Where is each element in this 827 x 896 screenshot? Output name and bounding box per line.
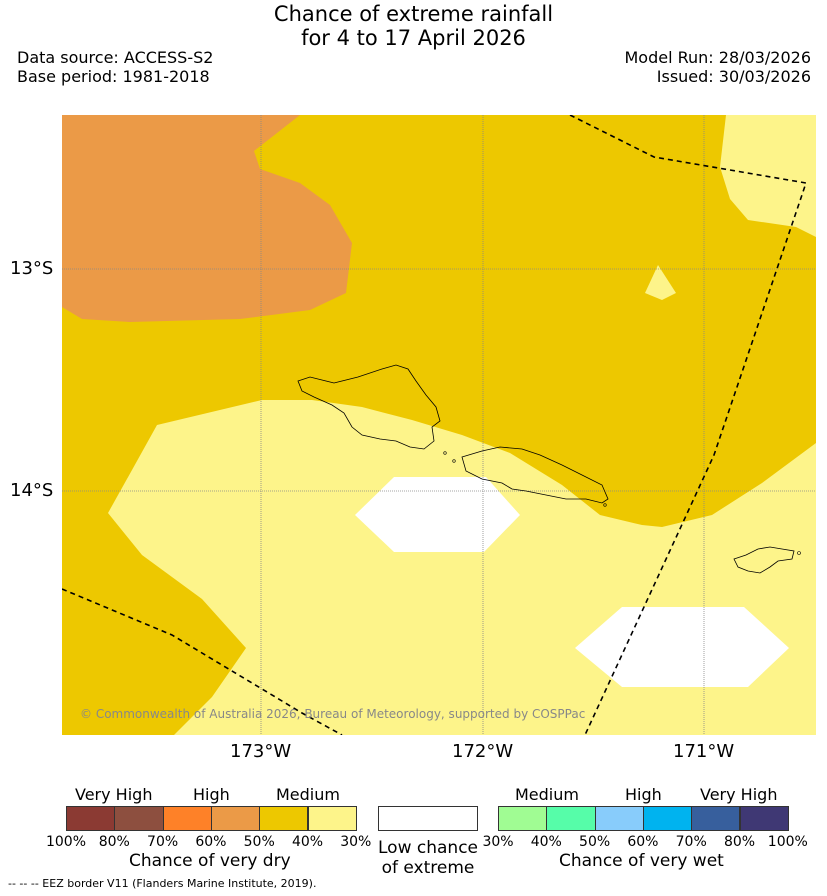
legend-wet-pct: 80% (723, 834, 756, 850)
zone-low-chance-1 (355, 477, 520, 552)
base-period: Base period: 1981-2018 (17, 67, 210, 86)
legend-dry-swatch (307, 806, 357, 831)
lat-label-13s: 13°S (10, 258, 54, 279)
legend-wet-swatch (594, 806, 644, 831)
legend-wet-pct: 60% (627, 834, 659, 850)
legend-dry-pct: 80% (98, 834, 130, 850)
zone-pale-small (645, 265, 676, 300)
meta-right: Model Run: 28/03/2026 Issued: 30/03/2026 (625, 48, 812, 86)
copyright-text: © Commonwealth of Australia 2026, Bureau… (80, 707, 585, 721)
legend-wet-pct: 70% (675, 834, 707, 850)
graticule (62, 115, 816, 735)
legend-dry-swatch (210, 806, 261, 831)
legend-dry-swatch (66, 806, 116, 831)
meta-left: Data source: ACCESS-S2 Base period: 1981… (17, 48, 213, 86)
legend-dry-medium: Medium (276, 785, 340, 804)
legend-wet-swatch (546, 806, 596, 831)
lon-label-172w: 172°W (452, 741, 514, 762)
issued-date: Issued: 30/03/2026 (656, 67, 811, 86)
legend-low-title: Low chance of extreme (377, 838, 479, 878)
data-source: Data source: ACCESS-S2 (17, 48, 214, 67)
legend-dry-swatch (114, 806, 164, 831)
model-run: Model Run: 28/03/2026 (624, 48, 812, 67)
island-upolu (461, 446, 609, 504)
legend-wet-swatch (642, 806, 693, 831)
eez-footnote: -- -- -- EEZ border V11 (Flanders Marine… (8, 877, 317, 890)
legend-dry-swatch (259, 806, 309, 831)
lat-label-14s: 14°S (10, 480, 54, 501)
legend-dry-pct: 70% (147, 834, 179, 850)
legend-dry-pct: 100% (45, 834, 87, 850)
legend-low-line-2: of extreme (381, 858, 475, 878)
legend-wet-pct: 50% (579, 834, 611, 850)
legend-wet-title: Chance of very wet (559, 851, 724, 871)
title-line-1: Chance of extreme rainfall (273, 2, 554, 26)
legend-dry-pct: 50% (243, 834, 275, 850)
title-line-2: for 4 to 17 April 2026 (301, 26, 526, 50)
legend-wet-swatch (739, 806, 789, 831)
legend-dry-very-high: Very High (75, 785, 153, 804)
legend-wet-very-high: Very High (700, 785, 778, 804)
zone-low-chance-2 (575, 607, 789, 687)
legend-low-swatch (378, 806, 478, 831)
islet-3 (603, 503, 607, 507)
lon-label-173w: 173°W (230, 741, 292, 762)
legend-dry-high: High (193, 785, 230, 804)
islet-4 (797, 551, 801, 555)
islet-2 (452, 459, 456, 463)
legend-low-line-1: Low chance (378, 838, 478, 858)
chart-title: Chance of extreme rainfall for 4 to 17 A… (0, 2, 827, 50)
legend-wet-pct: 40% (530, 834, 562, 850)
legend-dry-pct: 60% (195, 834, 227, 850)
legend-wet-pct: 30% (482, 834, 514, 850)
legend-wet-swatch (691, 806, 741, 831)
lon-label-171w: 171°W (673, 741, 735, 762)
rainfall-map: © Commonwealth of Australia 2026, Bureau… (62, 115, 816, 735)
legend-dry-pct: 40% (291, 834, 324, 850)
zone-high-dry (62, 115, 352, 322)
island-savaii (297, 364, 441, 450)
legend-wet-pct: 100% (767, 834, 808, 850)
legend-wet-high: High (625, 785, 662, 804)
legend-dry-swatch (162, 806, 212, 831)
legend-wet-medium: Medium (515, 785, 579, 804)
islet-1 (443, 451, 447, 455)
legend-wet-swatch (498, 806, 548, 831)
legend-dry-title: Chance of very dry (129, 851, 291, 871)
legend-dry-pct: 30% (340, 834, 372, 850)
island-tutuila (733, 546, 795, 574)
